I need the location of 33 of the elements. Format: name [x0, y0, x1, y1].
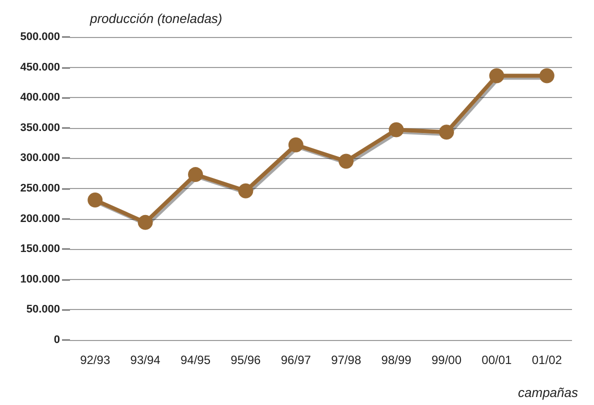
y-tick-label: 400.000	[20, 92, 60, 104]
y-tick-label: 100.000	[20, 273, 60, 286]
y-tick-label: 0	[54, 334, 60, 346]
y-axis-title: producción (toneladas)	[89, 11, 222, 26]
x-tick-label: 98/99	[381, 353, 412, 367]
x-tick-label: 94/95	[180, 353, 211, 367]
point	[338, 154, 354, 169]
x-tick-label: 93/94	[130, 353, 161, 367]
x-axis-title: campañas	[518, 385, 578, 400]
x-tick-label: 97/98	[331, 353, 362, 367]
y-tick-label: 300.000	[20, 152, 60, 164]
point	[238, 183, 254, 198]
point	[288, 137, 304, 152]
y-tick-label: 150.000	[20, 243, 60, 256]
point	[88, 192, 103, 208]
x-tick-label: 99/00	[431, 353, 462, 367]
point	[439, 124, 454, 140]
y-tick-label: 450.000	[20, 61, 60, 74]
y-tick-label: 500.000	[20, 31, 60, 43]
x-tick-label: 96/97	[280, 353, 312, 367]
y-tick-label: 350.000	[20, 122, 60, 134]
x-tick-label: 95/96	[230, 353, 262, 367]
x-tick-label: 01/02	[532, 353, 562, 367]
x-tick-label: 00/01	[482, 353, 512, 367]
point	[138, 214, 153, 230]
x-tick-label: 92/93	[80, 353, 110, 367]
point	[388, 122, 404, 138]
point	[539, 68, 554, 84]
y-tick-label: 250.000	[20, 182, 60, 194]
point	[489, 68, 504, 84]
y-tick-label: 50.000	[26, 304, 60, 316]
y-tick-label: 200.000	[20, 212, 60, 225]
point	[188, 167, 203, 182]
